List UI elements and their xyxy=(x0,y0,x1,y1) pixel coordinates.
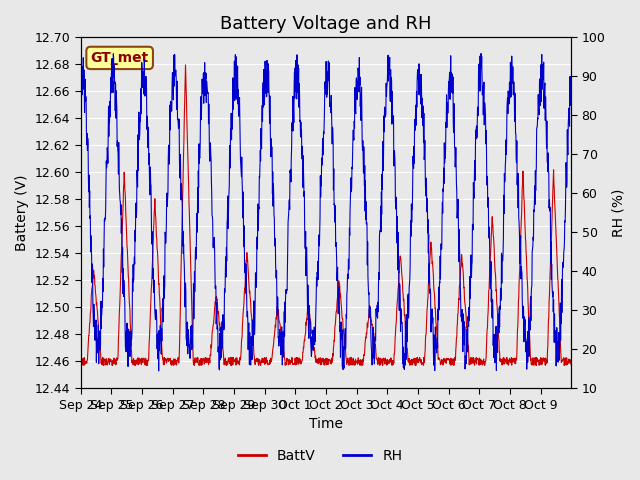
BattV xyxy=(561,355,569,361)
RH xyxy=(561,209,569,215)
BattV xyxy=(313,360,321,365)
BattV xyxy=(304,308,312,313)
RH xyxy=(154,332,161,337)
BattV xyxy=(567,361,575,367)
BattV xyxy=(532,362,540,368)
RH xyxy=(442,155,449,161)
RH xyxy=(477,50,485,56)
Text: GT_met: GT_met xyxy=(90,51,148,65)
RH xyxy=(567,75,575,81)
RH xyxy=(77,95,84,101)
BattV xyxy=(182,62,189,68)
BattV xyxy=(77,360,84,365)
RH xyxy=(304,311,312,317)
Line: RH: RH xyxy=(81,53,571,371)
X-axis label: Time: Time xyxy=(309,418,343,432)
RH xyxy=(313,284,321,289)
Y-axis label: RH (%): RH (%) xyxy=(611,189,625,237)
Y-axis label: Battery (V): Battery (V) xyxy=(15,175,29,251)
RH xyxy=(514,171,522,177)
BattV xyxy=(442,360,449,366)
Title: Battery Voltage and RH: Battery Voltage and RH xyxy=(220,15,432,33)
RH xyxy=(155,368,163,374)
BattV xyxy=(154,247,161,252)
BattV xyxy=(513,338,521,344)
Line: BattV: BattV xyxy=(81,65,571,365)
Legend: BattV, RH: BattV, RH xyxy=(232,443,408,468)
